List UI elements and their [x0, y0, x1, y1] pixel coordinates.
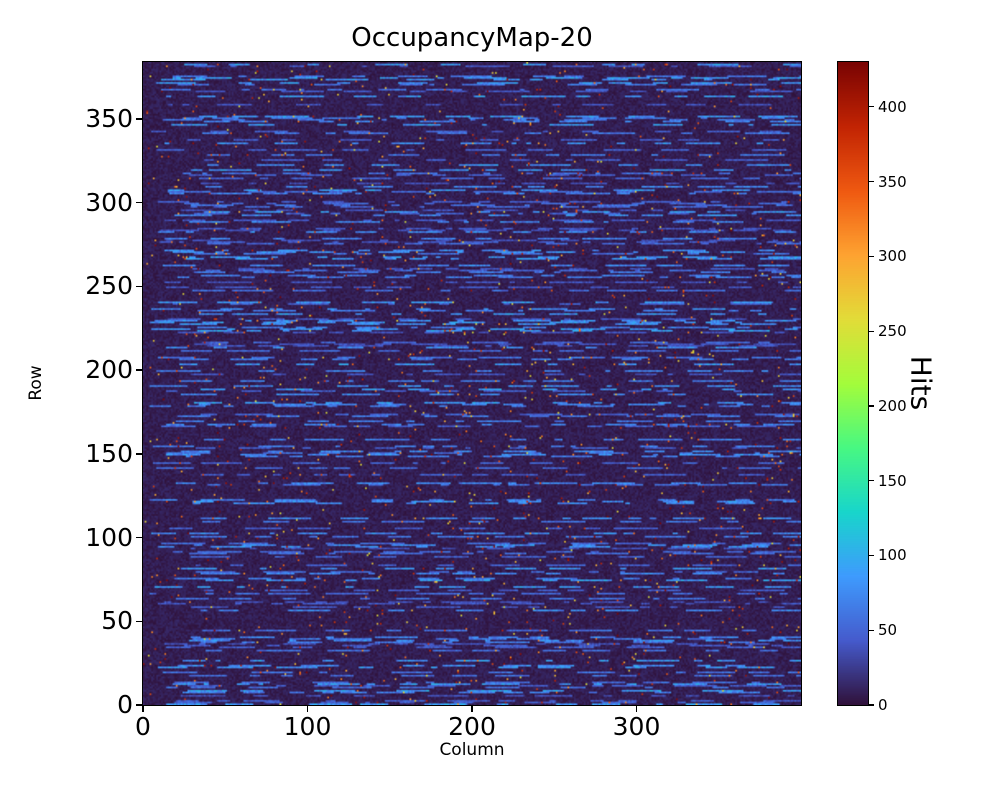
x-axis-label: Column — [439, 740, 505, 760]
colorbar — [837, 61, 869, 706]
x-tick-label: 200 — [448, 712, 496, 741]
colorbar-tick-mark — [869, 255, 874, 257]
y-tick-mark — [136, 536, 142, 539]
y-tick-label: 350 — [85, 103, 133, 133]
colorbar-tick-label: 0 — [878, 696, 888, 714]
y-tick-label: 300 — [85, 187, 133, 217]
x-tick-label: 300 — [612, 712, 661, 741]
colorbar-tick-label: 50 — [878, 621, 898, 640]
colorbar-tick-label: 400 — [878, 97, 907, 116]
colorbar-tick-label: 350 — [878, 172, 907, 191]
colorbar-tick-label: 200 — [878, 396, 907, 415]
y-tick-mark — [136, 704, 142, 706]
colorbar-gradient — [838, 62, 868, 705]
y-tick-label: 0 — [117, 690, 133, 719]
colorbar-tick-mark — [869, 480, 874, 482]
x-tick-mark — [142, 706, 144, 712]
colorbar-tick-mark — [869, 405, 874, 407]
colorbar-tick-label: 250 — [878, 322, 907, 341]
colorbar-tick-mark — [869, 181, 874, 183]
x-tick-label: 0 — [135, 712, 151, 741]
colorbar-tick-mark — [869, 629, 874, 631]
x-tick-label: 100 — [283, 712, 332, 741]
chart-title: OccupancyMap-20 — [351, 23, 593, 53]
y-tick-label: 150 — [85, 438, 133, 468]
y-tick-mark — [136, 285, 142, 288]
colorbar-tick-mark — [869, 330, 874, 332]
y-axis-label: Row — [26, 365, 46, 401]
y-tick-label: 200 — [85, 355, 133, 385]
y-tick-mark — [136, 620, 142, 623]
heatmap-plot-area — [142, 61, 802, 706]
x-tick-mark — [471, 706, 473, 712]
colorbar-label: Hits — [904, 355, 938, 411]
x-tick-mark — [306, 706, 309, 712]
colorbar-tick-label: 150 — [878, 471, 907, 490]
colorbar-tick-mark — [869, 554, 874, 557]
colorbar-tick-label: 300 — [878, 247, 907, 266]
y-tick-mark — [136, 118, 142, 120]
colorbar-tick-mark — [869, 704, 874, 706]
x-tick-mark — [635, 706, 638, 712]
y-tick-label: 50 — [101, 606, 133, 636]
y-tick-mark — [136, 369, 142, 371]
colorbar-tick-mark — [869, 106, 874, 108]
y-tick-label: 100 — [85, 522, 133, 552]
colorbar-tick-label: 100 — [878, 546, 907, 565]
y-tick-mark — [136, 201, 142, 204]
y-tick-label: 250 — [85, 271, 133, 301]
heatmap-canvas — [143, 62, 801, 705]
y-tick-mark — [136, 453, 142, 455]
